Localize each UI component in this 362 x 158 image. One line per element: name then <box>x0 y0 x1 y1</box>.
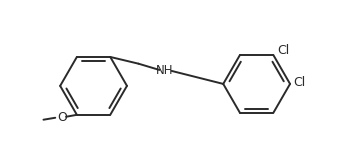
Text: NH: NH <box>156 64 173 77</box>
Text: O: O <box>57 111 67 124</box>
Text: Cl: Cl <box>293 76 305 89</box>
Text: Cl: Cl <box>277 44 290 57</box>
